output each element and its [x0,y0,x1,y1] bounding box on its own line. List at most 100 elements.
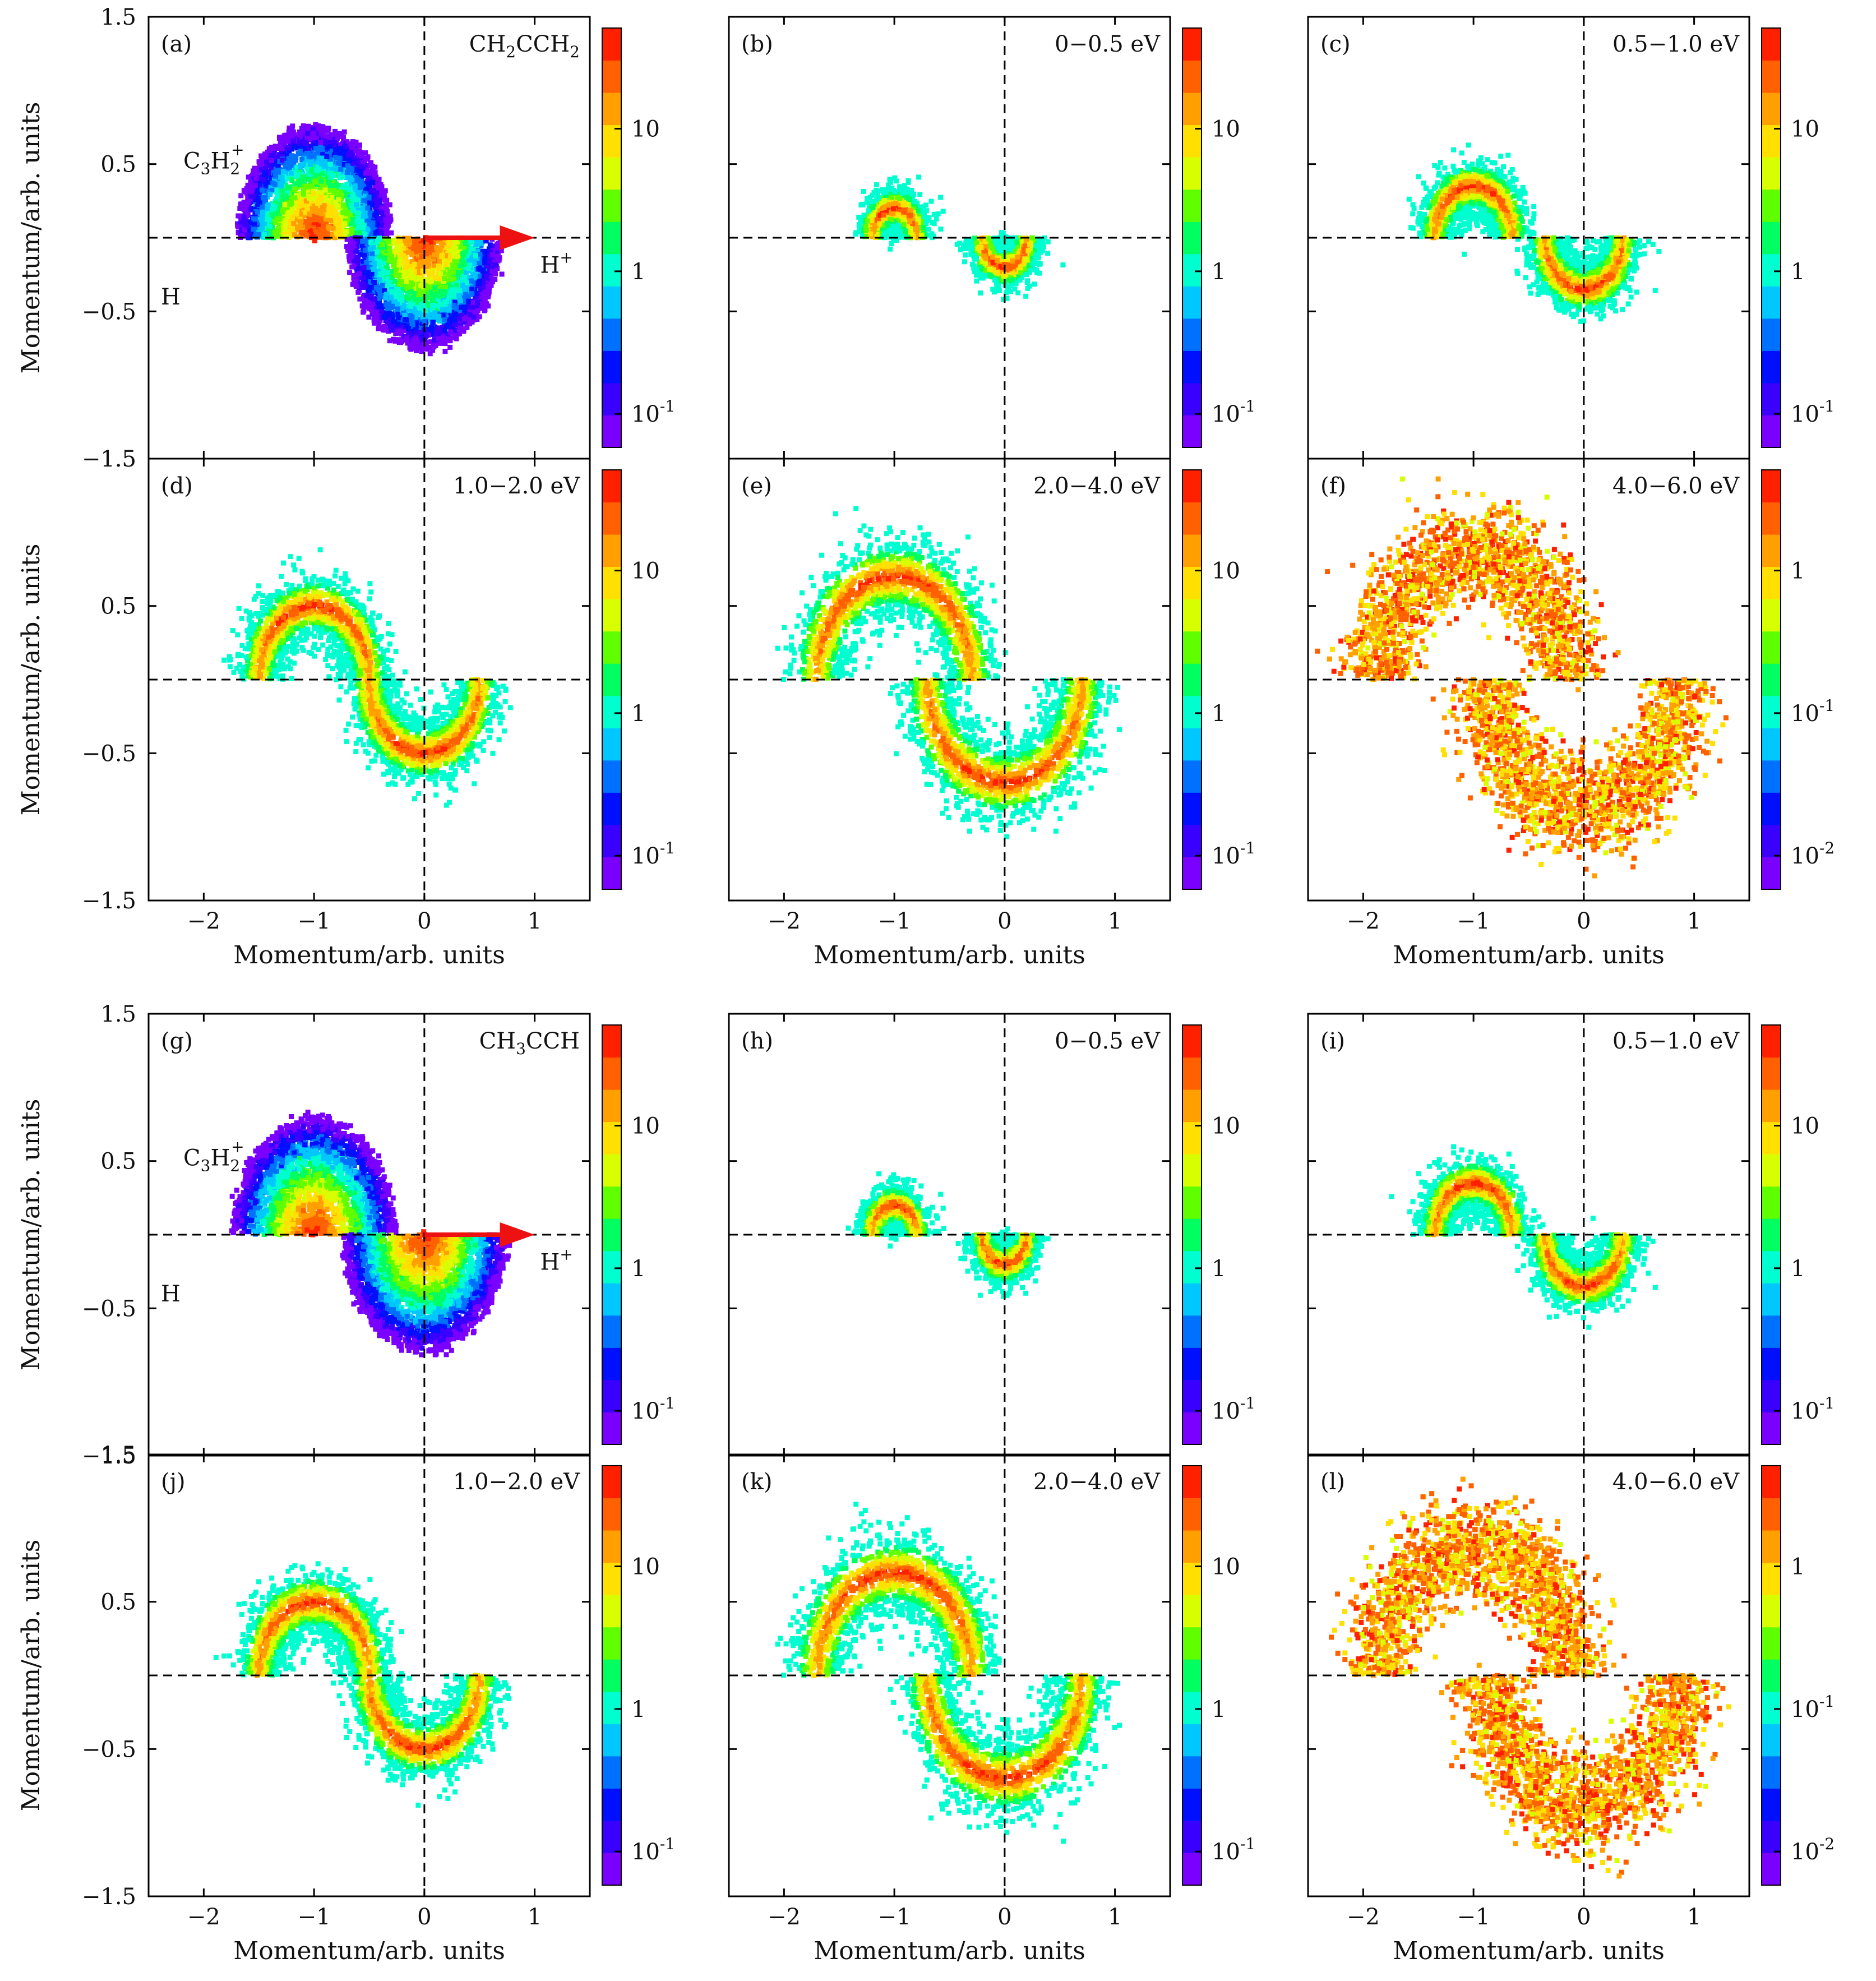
heatmap-cell [361,214,366,219]
heatmap-cell [435,280,440,285]
heatmap-cell [433,317,438,322]
heatmap-cell [403,256,409,262]
heatmap-cell [423,264,429,269]
heatmap-cell [282,202,288,207]
heatmap-cell [401,310,406,315]
heatmap-cell [294,184,300,190]
heatmap-cell [258,195,264,201]
heatmap-cell [322,146,327,151]
heatmap-cell [341,129,347,135]
heatmap-cell [299,126,304,131]
heatmap-cell [464,255,470,260]
heatmap-cell [467,312,473,317]
heatmap-cell [436,264,441,269]
heatmap-cell [353,147,359,153]
heatmap-cell [328,218,334,223]
heatmap-cell [431,262,437,268]
heatmap-cell [329,165,335,171]
heatmap-cell [456,293,462,298]
heatmap-cell [410,247,415,253]
heatmap-cell [350,217,356,223]
heatmap-cell [351,262,357,267]
heatmap-cell [336,194,341,200]
heatmap-cell [412,327,418,333]
heatmap-cell [373,282,379,288]
proton-label: H+ [540,248,572,279]
heatmap-cell [481,302,487,307]
heatmap-cell [283,187,289,193]
heatmap-cell [417,318,422,324]
heatmap-cell [441,276,447,281]
heatmap-cell [429,246,435,251]
heatmap-cell [270,229,276,234]
heatmap-cell [454,262,460,267]
heatmap-cell [365,178,371,184]
heatmap-cell [442,341,448,347]
heatmap-cell [238,201,243,207]
heatmap-cell [301,151,307,157]
heatmap-cell [269,153,274,158]
heatmap-cell [403,304,409,310]
heatmap-cell [307,172,312,177]
heatmap-cell [324,154,330,159]
heatmap-cell [351,140,357,145]
heatmap-cell [356,151,362,157]
heatmap-cell [251,227,256,232]
colorbar-step [602,189,621,222]
heatmap-cell [283,220,289,226]
heatmap-cell [384,221,390,227]
heatmap-cell [322,221,328,227]
heatmap-cell [365,265,371,271]
heatmap-cell [304,198,309,204]
heatmap-cell [265,170,271,176]
heatmap-cell [432,285,438,290]
heatmap-cell [483,271,489,276]
heatmap-cell [297,227,303,233]
heatmap-cell [320,229,325,235]
heatmap-cell [332,128,338,134]
heatmap-cell [451,242,456,248]
heatmap-cell [452,322,458,328]
heatmap-cell [387,250,392,255]
heatmap-cell [408,303,414,309]
heatmap-cell [329,233,335,238]
heatmap-cell [383,202,389,208]
heatmap-cell [393,270,399,275]
heatmap-cell [306,150,311,156]
heatmap-cell [358,188,363,193]
heatmap-cell [492,259,497,265]
heatmap-cell [378,216,383,222]
heatmap-cell [449,247,454,253]
heatmap-cell [444,337,450,343]
heatmap-cell [338,167,344,172]
heatmap-cell [363,297,368,302]
heatmap-cell [428,289,434,295]
heatmap-cell [482,257,488,263]
heatmap-cell [389,290,395,296]
heatmap-cell [317,190,323,196]
heatmap-points [235,122,505,357]
heatmap-cell [372,270,377,275]
heatmap-cell [379,184,385,190]
heatmap-cell [286,130,292,135]
heatmap-cell [391,239,396,244]
heatmap-cell [384,292,390,297]
heatmap-cell [495,258,501,264]
heatmap-cell [416,292,422,298]
heatmap-cell [414,320,419,326]
heatmap-cell [447,253,452,258]
heatmap-cell [382,252,388,258]
heatmap-cell [292,203,298,209]
heatmap-cell [404,237,409,243]
heatmap-cell [419,253,424,259]
heatmap-cell [321,203,327,209]
heatmap-cell [400,285,406,291]
heatmap-cell [276,172,281,177]
heatmap-cell [470,257,475,262]
heatmap-cell [433,327,438,333]
heatmap-cell [278,183,284,189]
heatmap-cell [469,291,475,297]
heatmap-cell [269,176,274,181]
heatmap-cell [346,210,352,215]
heatmap-cell [423,333,429,339]
